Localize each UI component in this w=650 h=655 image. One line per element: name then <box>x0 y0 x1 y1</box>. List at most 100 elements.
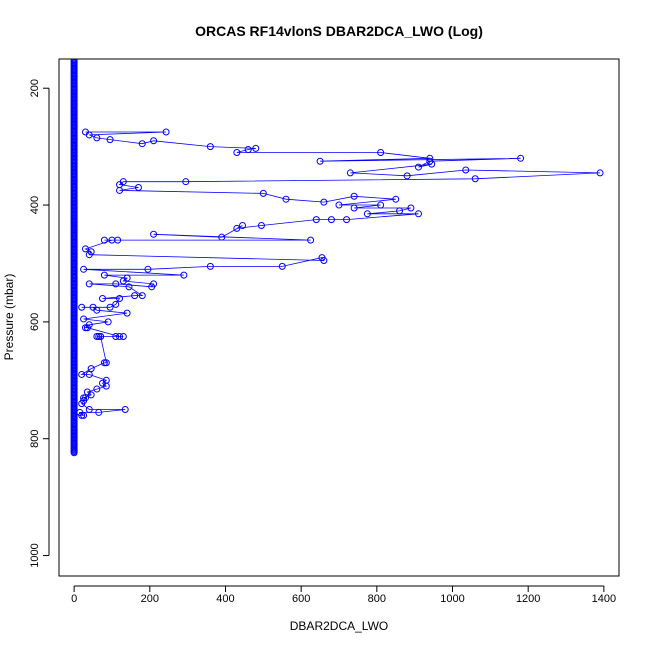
plot-area <box>70 59 604 457</box>
data-point <box>414 210 422 218</box>
data-point <box>138 292 146 300</box>
data-point <box>252 144 260 152</box>
data-point <box>350 204 358 212</box>
x-axis-label: DBAR2DCA_LWO <box>290 619 388 633</box>
data-point <box>99 295 107 303</box>
data-point <box>119 277 127 285</box>
data-point <box>78 400 86 408</box>
data-point <box>414 163 422 171</box>
data-point <box>278 262 286 270</box>
data-point <box>112 332 120 340</box>
data-point <box>180 271 188 279</box>
data-point <box>100 271 108 279</box>
data-point <box>100 359 108 367</box>
data-point <box>343 216 351 224</box>
data-point <box>206 262 214 270</box>
y-tick-label: 600 <box>29 313 41 331</box>
data-point <box>78 370 86 378</box>
data-point <box>363 210 371 218</box>
x-tick-label: 400 <box>216 593 234 605</box>
data-point <box>428 160 436 168</box>
data-point <box>93 306 101 314</box>
data-point <box>244 146 252 154</box>
data-point <box>350 192 358 200</box>
data-point <box>144 265 152 273</box>
data-point <box>327 216 335 224</box>
data-point <box>104 318 112 326</box>
data-point <box>85 131 93 139</box>
y-tick-label: 200 <box>29 79 41 97</box>
data-point <box>116 332 124 340</box>
data-point <box>318 254 326 262</box>
data-point <box>471 175 479 183</box>
data-point <box>85 406 93 414</box>
plot-frame <box>58 58 620 577</box>
data-point <box>282 195 290 203</box>
plot-content <box>70 59 604 457</box>
data-point <box>316 157 324 165</box>
data-point <box>85 370 93 378</box>
data-point <box>233 224 241 232</box>
data-point <box>95 408 103 416</box>
data-point <box>150 230 158 238</box>
data-point <box>218 233 226 241</box>
x-axis: 0 200 400 600 800 1000 1200 1400 <box>71 585 616 605</box>
data-point <box>70 449 78 457</box>
data-point <box>116 186 124 194</box>
data-point <box>87 391 95 399</box>
x-tick-label: 1000 <box>440 593 464 605</box>
data-point <box>462 166 470 174</box>
data-point <box>138 140 146 148</box>
x-tick-label: 600 <box>292 593 310 605</box>
data-point <box>80 315 88 323</box>
data-point <box>148 283 156 291</box>
x-tick-label: 1400 <box>592 593 616 605</box>
y-tick-label: 400 <box>29 196 41 214</box>
y-tick-label: 1000 <box>29 543 41 567</box>
data-point <box>377 201 385 209</box>
data-point <box>377 148 385 156</box>
data-point <box>307 236 315 244</box>
data-point <box>396 207 404 215</box>
data-point <box>335 201 343 209</box>
data-point <box>150 137 158 145</box>
data-point <box>85 280 93 288</box>
data-point <box>312 216 320 224</box>
data-point <box>233 148 241 156</box>
data-point <box>81 245 89 253</box>
data-point <box>134 184 142 192</box>
data-point <box>93 385 101 393</box>
data-point <box>182 178 190 186</box>
data-point <box>102 382 110 390</box>
data-point <box>392 195 400 203</box>
data-point <box>403 172 411 180</box>
data-point <box>106 303 114 311</box>
data-point <box>85 251 93 259</box>
data-point <box>80 411 88 419</box>
data-point <box>162 128 170 136</box>
data-point <box>119 332 127 340</box>
data-point <box>112 280 120 288</box>
data-point <box>239 221 247 229</box>
data-point <box>97 332 105 340</box>
data-point <box>320 198 328 206</box>
data-point <box>93 134 101 142</box>
data-point <box>131 292 139 300</box>
data-point <box>78 411 86 419</box>
data-point <box>112 300 120 308</box>
data-point <box>80 265 88 273</box>
x-tick-label: 1200 <box>516 593 540 605</box>
data-point <box>407 204 415 212</box>
x-tick-label: 200 <box>141 593 159 605</box>
data-point <box>93 332 101 340</box>
chart-title: ORCAS RF14vlonS DBAR2DCA_LWO (Log) <box>195 23 483 39</box>
data-point <box>108 236 116 244</box>
data-point <box>125 283 133 291</box>
y-axis: 200 400 600 800 1000 <box>29 79 50 568</box>
data-point <box>257 221 265 229</box>
data-point <box>102 359 110 367</box>
x-tick-label: 0 <box>71 593 77 605</box>
data-point <box>81 324 89 332</box>
